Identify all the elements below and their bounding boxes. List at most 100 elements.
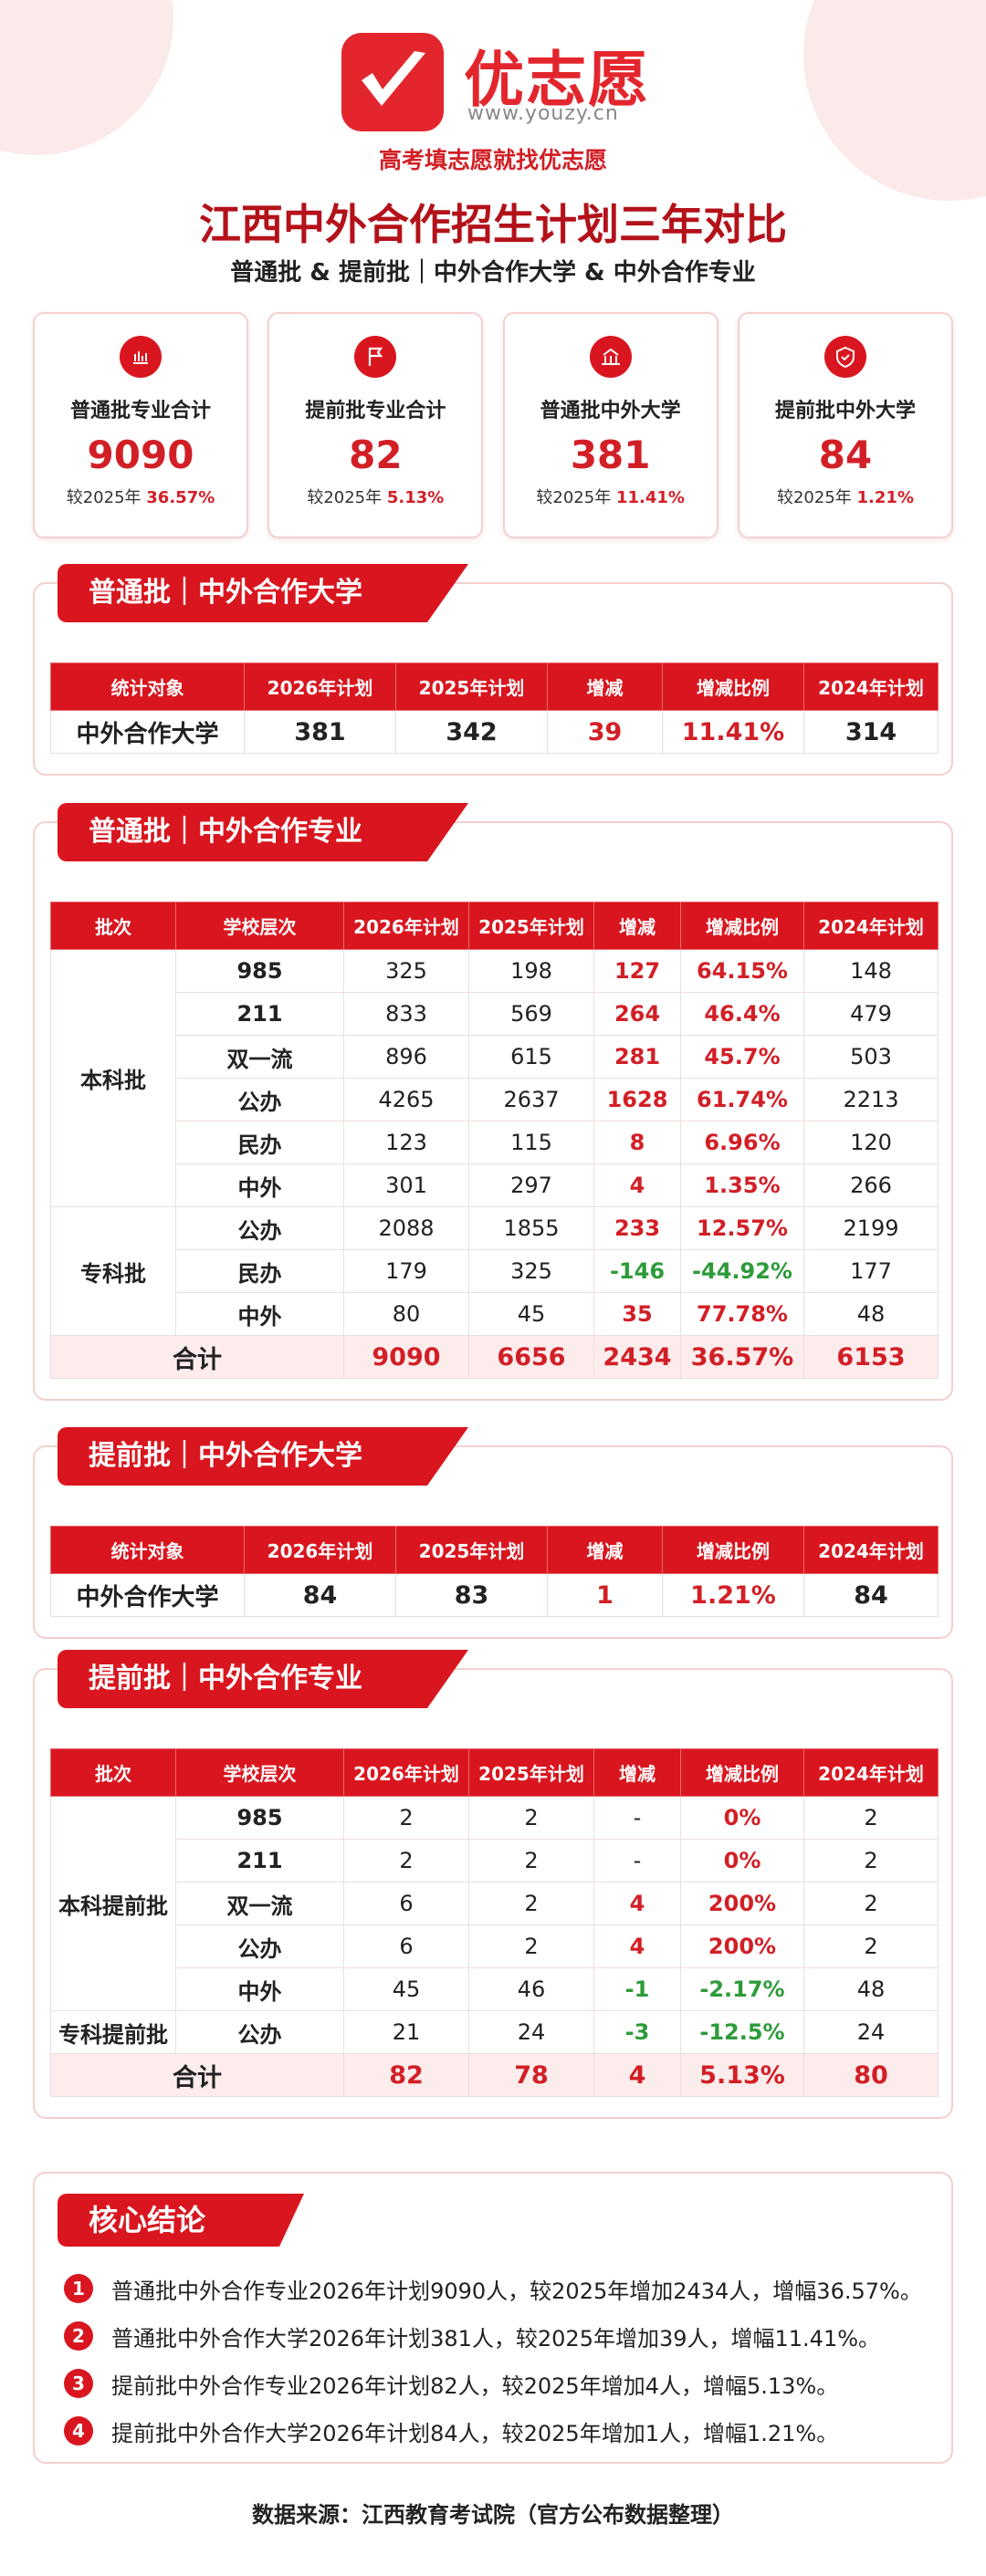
table-cell: 6: [343, 1924, 469, 1968]
table-cell: 314: [803, 710, 939, 754]
table-cell: 381: [244, 710, 396, 754]
compare-value: 5.13%: [386, 488, 445, 507]
table-row: 民办 179 325 -146 -44.92% 177: [51, 1249, 939, 1293]
table-cell: 325: [343, 949, 469, 993]
table-body: 本科提前批 985 2 2-0% 2 211 2 2-0% 2 双一流 6 2 4 200% 2 公办 6 2 4 2…: [50, 1796, 939, 2097]
table-cell: 569: [468, 992, 594, 1036]
section: 普通批｜中外合作大学统计对象 2026年计划 2025年计划 增减 增减比例 2024年计…: [33, 564, 953, 776]
compare-prefix: 较2025年: [536, 488, 612, 507]
table-cell: 615: [468, 1035, 594, 1079]
table-cell: 479: [803, 992, 939, 1036]
table-cell: 公办: [175, 1078, 344, 1121]
table-row: 双一流 6 2 4 200% 2: [51, 1882, 939, 1925]
table-cell: 1.35%: [680, 1163, 804, 1207]
table-cell: 127: [593, 949, 681, 993]
header-cell: 增减比例: [680, 902, 804, 950]
table-cell: 80: [343, 1292, 469, 1336]
stat-card: 普通批专业合计 9090 较2025年 36.57%: [33, 312, 248, 538]
decor-circle: [0, 0, 173, 155]
logo-url: www.youzy.cn: [467, 102, 619, 125]
table-cell: 233: [593, 1206, 681, 1250]
group-cell: 专科批: [50, 1206, 176, 1336]
table-cell: 84: [803, 1573, 939, 1617]
total-cell: 2434: [593, 1335, 681, 1379]
card-compare: 较2025年 1.21%: [740, 485, 951, 508]
table-cell: 公办: [175, 1924, 344, 1968]
table-cell: 4: [593, 1163, 681, 1207]
table-cell: 2: [468, 1796, 594, 1840]
table-cell: 4: [593, 1924, 681, 1968]
table-cell: 2: [343, 1796, 469, 1840]
table-cell: 48: [803, 1292, 939, 1336]
stat-card: 提前批专业合计 82 较2025年 5.13%: [267, 312, 484, 538]
header-row: 批次 学校层次 2026年计划 2025年计划 增减 增减比例 2024年计划: [50, 1748, 939, 1797]
table-cell: 2: [343, 1839, 469, 1882]
table-cell: -2.17%: [680, 1967, 804, 2011]
group-cell: 本科批: [50, 949, 176, 1207]
table-cell: 46.4%: [680, 992, 804, 1036]
table-cell: 2: [803, 1924, 939, 1968]
compare-prefix: 较2025年: [307, 488, 383, 507]
card-value: 381: [570, 433, 651, 477]
table-cell: 1628: [593, 1078, 681, 1121]
logo-icon: [341, 33, 444, 131]
table-cell: 264: [593, 992, 681, 1036]
total-row: 合计 9090 6656 2434 36.57% 6153: [50, 1335, 939, 1379]
header-cell: 增减比例: [680, 1748, 804, 1797]
section-tag: 提前批｜中外合作大学: [58, 1427, 468, 1486]
table-cell: 中外合作大学: [50, 1573, 245, 1617]
table-cell: 2637: [468, 1078, 594, 1121]
card-icon: [823, 336, 866, 378]
table-cell: 342: [395, 710, 548, 754]
section-tag: 普通批｜中外合作大学: [58, 564, 468, 622]
table-body: 本科批 985 325 198 127 64.15% 148 211 833 569 264 46.4…: [50, 949, 939, 1379]
table-head: 统计对象 2026年计划 2025年计划 增减 增减比例 2024年计划: [50, 662, 939, 711]
header-cell: 批次: [50, 1748, 176, 1797]
item-number: 4: [64, 2416, 93, 2446]
table-cell: 985: [175, 949, 344, 993]
table-cell: 297: [468, 1163, 594, 1207]
card-icon: [120, 336, 162, 378]
table-cell: 双一流: [175, 1035, 344, 1079]
conclusion-item: 4 提前批中外合作大学2026年计划84人，较2025年增加1人，增幅1.21%。: [64, 2407, 951, 2455]
table-cell: 2199: [803, 1206, 939, 1250]
table-cell: 民办: [175, 1121, 344, 1164]
compare-prefix: 较2025年: [776, 488, 852, 507]
header-cell: 学校层次: [175, 1748, 344, 1797]
table-row: 中外 301 297 4 1.35% 266: [51, 1163, 939, 1207]
total-cell: 6153: [803, 1335, 939, 1379]
card-icon: [354, 336, 397, 378]
group-cell: 本科提前批: [50, 1796, 176, 2011]
table-cell: 2: [803, 1796, 939, 1840]
table-cell: 48: [803, 1967, 939, 2011]
table-cell: 中外: [175, 1967, 344, 2011]
total-cell: 82: [343, 2053, 469, 2097]
table-row: 本科提前批 985 2 2-0% 2: [50, 1796, 939, 2011]
table-cell: 39: [547, 710, 663, 754]
total-row: 合计 82 78 4 5.13% 80: [50, 2053, 939, 2097]
table-cell: 985: [175, 1796, 344, 1840]
table-cell: 4265: [343, 1078, 469, 1121]
card-value: 9090: [87, 433, 194, 477]
table-cell: 179: [343, 1249, 469, 1293]
total-cell: 80: [803, 2053, 939, 2097]
table-row: 211 833 569 264 46.4% 479: [51, 992, 939, 1036]
stat-card: 提前批中外大学 84 较2025年 1.21%: [737, 312, 953, 538]
table-cell: 64.15%: [680, 949, 804, 993]
card-label: 普通批中外大学: [540, 400, 681, 422]
table-body: 中外合作大学 84 83 1 1.21% 84: [50, 1573, 939, 1617]
section-tag: 提前批｜中外合作专业: [58, 1650, 468, 1708]
table-cell: 200%: [680, 1924, 804, 1968]
table-cell: 双一流: [175, 1882, 344, 1925]
header-row: 统计对象 2026年计划 2025年计划 增减 增减比例 2024年计划: [50, 662, 939, 711]
item-text: 提前批中外合作大学2026年计划84人，较2025年增加1人，增幅1.21%。: [111, 2420, 839, 2446]
group-cell: 专科提前批: [50, 2010, 176, 2054]
card-compare: 较2025年 11.41%: [505, 485, 717, 508]
item-number: 1: [64, 2274, 93, 2303]
footer: 数据来源：江西教育考试院（官方公布数据整理）: [252, 2502, 734, 2528]
table-cell: 24: [803, 2010, 939, 2054]
conclusions: 核心结论 1 普通批中外合作专业2026年计划9090人，较2025年增加2434…: [33, 2172, 953, 2464]
table-cell: 6.96%: [680, 1121, 804, 1164]
table-cell: 2: [468, 1839, 594, 1882]
header-cell: 增减比例: [662, 662, 804, 711]
